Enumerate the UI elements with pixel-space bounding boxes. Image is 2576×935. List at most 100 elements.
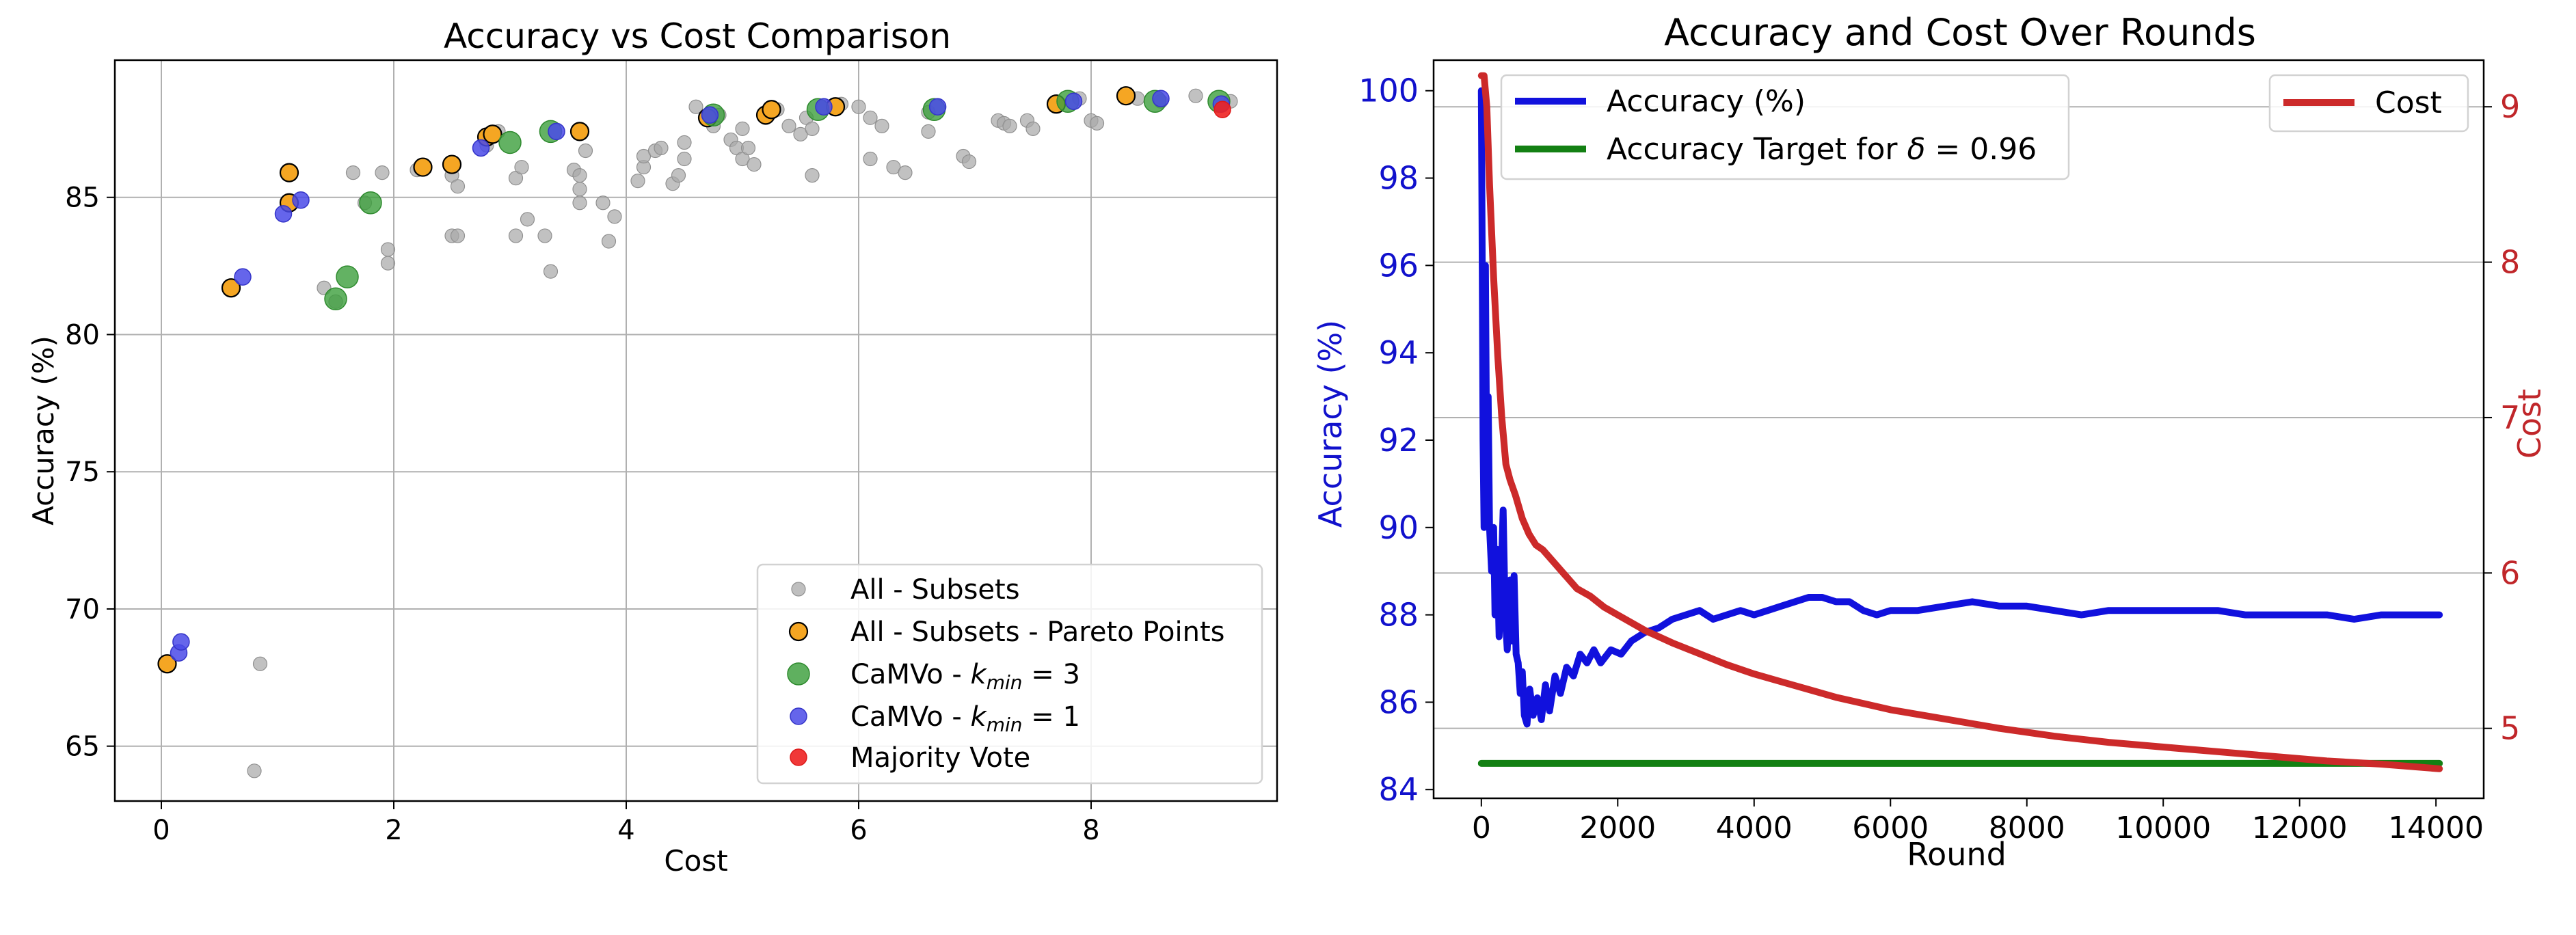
chart1-ytick-label: 85 bbox=[65, 182, 100, 214]
chart1-xtick-label: 8 bbox=[1082, 815, 1099, 846]
chart2-lines bbox=[1477, 72, 2443, 772]
point-all-subsets bbox=[380, 256, 396, 271]
chart2-xtick-label: 4000 bbox=[1716, 811, 1793, 845]
chart2-xtick-label: 10000 bbox=[2115, 811, 2211, 845]
chart1-ytick-label: 80 bbox=[65, 319, 100, 351]
point-all-subsets bbox=[247, 763, 262, 778]
point-all-subsets bbox=[677, 151, 692, 167]
point-camvo-k-min-3 bbox=[498, 131, 522, 154]
legend-marker-majority-vote bbox=[790, 748, 807, 766]
point-all-subsets bbox=[805, 121, 820, 136]
chart1-legend: All - Subsets All - Subsets - Pareto Poi… bbox=[756, 563, 1263, 785]
point-all-subsets bbox=[630, 174, 645, 189]
point-all-subsets bbox=[380, 242, 396, 257]
point-all-subsets bbox=[851, 99, 866, 114]
chart2-ytick-left-label: 98 bbox=[1378, 160, 1419, 197]
legend-label-camvo-kmin1: CaMVo - kmin = 1 bbox=[850, 701, 1080, 736]
chart1-xtick-label: 6 bbox=[850, 815, 867, 846]
chart1-plot-frame bbox=[113, 59, 1278, 802]
chart1-xtick-label: 4 bbox=[617, 815, 634, 846]
chart2-xlabel: Round bbox=[1907, 836, 2007, 873]
chart2-ytick-left-label: 92 bbox=[1378, 422, 1419, 459]
point-all-subsets bbox=[450, 179, 466, 194]
chart2-ytick-left-label: 96 bbox=[1378, 247, 1419, 284]
point-all-subsets bbox=[450, 228, 466, 243]
chart2-xtick-label: 14000 bbox=[2388, 811, 2484, 845]
legend-marker-all-subsets bbox=[791, 582, 806, 597]
line-accuracy bbox=[1477, 87, 2443, 728]
chart2-ylabel-right: Cost bbox=[2511, 389, 2548, 459]
point-all-subsets bbox=[520, 212, 535, 227]
chart1-ytick-label: 65 bbox=[65, 731, 100, 763]
point-all-subsets bbox=[874, 118, 889, 133]
point-all-subsets bbox=[514, 159, 529, 175]
chart2-ytick-right-label: 5 bbox=[2500, 710, 2520, 747]
point-all-subsets bbox=[740, 140, 756, 156]
point-all-subsets bbox=[677, 135, 692, 150]
point-all-subsets bbox=[601, 234, 617, 249]
point-all-subsets bbox=[572, 195, 587, 211]
chart2-ytick-left-label: 100 bbox=[1358, 72, 1419, 109]
point-camvo-k-min-3 bbox=[336, 265, 359, 288]
chart2-ytick-left-label: 90 bbox=[1378, 509, 1419, 546]
chart1-xtick-label: 2 bbox=[385, 815, 402, 846]
point-all-subsets-pareto-points bbox=[157, 654, 177, 674]
point-camvo-k-min-3 bbox=[324, 287, 347, 311]
chart2-xtick-label: 2000 bbox=[1579, 811, 1656, 845]
point-all-subsets bbox=[654, 140, 669, 156]
point-all-subsets bbox=[572, 182, 587, 197]
point-all-subsets bbox=[781, 118, 796, 133]
chart2-grid bbox=[1434, 106, 2484, 729]
series-majority-vote bbox=[1213, 100, 1231, 119]
point-all-subsets bbox=[252, 656, 268, 671]
legend-label-target: Accuracy Target for δ = 0.96 bbox=[1607, 132, 2037, 167]
point-all-subsets bbox=[375, 165, 390, 180]
point-camvo-k-min-1 bbox=[815, 98, 833, 116]
point-all-subsets-pareto-points bbox=[279, 163, 299, 182]
chart1-ytick-label: 75 bbox=[65, 457, 100, 488]
chart1-title: Accuracy vs Cost Comparison bbox=[444, 16, 951, 56]
point-all-subsets bbox=[671, 168, 686, 183]
chart1-ylabel: Accuracy (%) bbox=[27, 336, 60, 526]
point-all-subsets bbox=[1025, 121, 1041, 136]
point-all-subsets bbox=[537, 228, 552, 243]
chart2-xtick-label: 0 bbox=[1472, 811, 1491, 845]
point-all-subsets bbox=[345, 165, 361, 180]
point-camvo-k-min-1 bbox=[1064, 92, 1083, 110]
chart2-ticks: 0 2000 4000 6000 8000 10000 12000 1400084868890… bbox=[1358, 72, 2520, 845]
chart2-ytick-left-label: 94 bbox=[1378, 334, 1419, 371]
point-camvo-k-min-3 bbox=[359, 191, 382, 215]
chart1-xtick-label: 0 bbox=[152, 815, 170, 846]
chart2-legend-left: Accuracy (%) Accuracy Target for δ = 0.9… bbox=[1500, 74, 2070, 180]
chart2-title: Accuracy and Cost Over Rounds bbox=[1664, 11, 2256, 54]
point-all-subsets bbox=[735, 121, 750, 136]
point-all-subsets bbox=[793, 126, 808, 141]
chart2-ytick-right-label: 9 bbox=[2500, 88, 2520, 125]
legend-marker-pareto bbox=[788, 621, 809, 642]
chart2-xtick-label: 8000 bbox=[1989, 811, 2065, 845]
chart2-xtick-label: 12000 bbox=[2252, 811, 2348, 845]
point-camvo-k-min-1 bbox=[292, 191, 310, 209]
point-all-subsets bbox=[572, 168, 587, 183]
legend-marker-camvo-kmin1 bbox=[790, 707, 807, 725]
point-all-subsets bbox=[886, 159, 901, 175]
point-camvo-k-min-1 bbox=[472, 139, 490, 157]
point-all-subsets-pareto-points bbox=[483, 124, 502, 144]
point-camvo-k-min-1 bbox=[701, 106, 719, 124]
point-all-subsets bbox=[543, 264, 559, 279]
chart1-ticks: 0 2 4 6 8 65 70 75 80 85 bbox=[65, 182, 1100, 846]
legend-label-pareto: All - Subsets - Pareto Points bbox=[850, 616, 1224, 648]
point-camvo-k-min-1 bbox=[928, 98, 947, 116]
point-all-subsets bbox=[595, 195, 611, 211]
chart1-grid bbox=[115, 60, 1277, 801]
point-camvo-k-min-1 bbox=[548, 122, 565, 141]
point-all-subsets bbox=[747, 157, 762, 172]
point-all-subsets-pareto-points bbox=[1116, 86, 1136, 106]
chart1-points bbox=[157, 86, 1238, 778]
point-camvo-k-min-1 bbox=[234, 268, 252, 286]
legend-label-majority-vote: Majority Vote bbox=[850, 742, 1030, 774]
point-all-subsets bbox=[961, 154, 977, 170]
point-all-subsets bbox=[578, 143, 593, 159]
chart2-legend-left-box bbox=[1500, 74, 2070, 180]
